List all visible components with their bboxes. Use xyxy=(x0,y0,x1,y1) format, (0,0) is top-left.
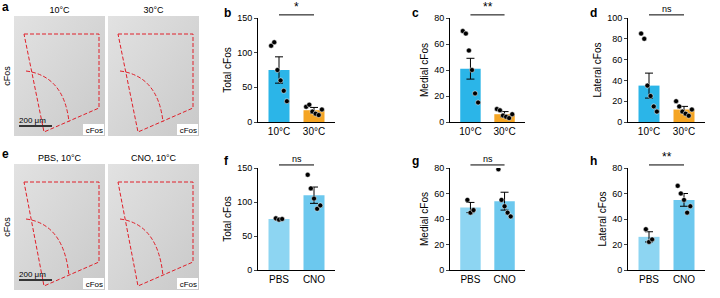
svg-text:40: 40 xyxy=(612,76,622,86)
svg-text:30°C: 30°C xyxy=(143,5,164,15)
svg-text:PBS: PBS xyxy=(460,274,480,285)
svg-text:cFos: cFos xyxy=(86,280,103,289)
svg-text:e: e xyxy=(2,147,9,161)
svg-text:b: b xyxy=(224,6,231,20)
svg-text:Medial cFos: Medial cFos xyxy=(419,192,430,246)
svg-text:0: 0 xyxy=(617,117,622,127)
svg-text:CNO: CNO xyxy=(303,274,325,285)
svg-text:40: 40 xyxy=(434,214,444,224)
svg-text:cFos: cFos xyxy=(180,126,197,135)
svg-text:40: 40 xyxy=(612,214,622,224)
svg-text:0: 0 xyxy=(247,117,252,127)
svg-text:PBS: PBS xyxy=(639,274,659,285)
svg-text:**: ** xyxy=(662,150,672,164)
svg-text:80: 80 xyxy=(434,13,444,23)
svg-text:100: 100 xyxy=(237,48,252,58)
svg-text:30°C: 30°C xyxy=(673,126,695,137)
svg-text:cFos: cFos xyxy=(86,126,103,135)
svg-text:10°C: 10°C xyxy=(49,5,70,15)
svg-text:0: 0 xyxy=(439,117,444,127)
svg-text:f: f xyxy=(224,154,229,168)
svg-text:150: 150 xyxy=(237,13,252,23)
svg-text:cFos: cFos xyxy=(2,217,12,237)
svg-text:0: 0 xyxy=(617,265,622,275)
svg-text:c: c xyxy=(412,6,419,20)
svg-text:CNO: CNO xyxy=(673,274,695,285)
svg-text:60: 60 xyxy=(612,189,622,199)
svg-text:10°C: 10°C xyxy=(268,126,290,137)
svg-text:20: 20 xyxy=(612,96,622,106)
svg-text:CNO, 10°C: CNO, 10°C xyxy=(131,153,177,163)
svg-text:20: 20 xyxy=(434,91,444,101)
svg-text:10°C: 10°C xyxy=(638,126,660,137)
svg-text:80: 80 xyxy=(612,34,622,44)
svg-text:80: 80 xyxy=(434,163,444,173)
svg-text:50: 50 xyxy=(242,82,252,92)
svg-text:200 μm: 200 μm xyxy=(19,116,46,125)
svg-text:30°C: 30°C xyxy=(303,126,325,137)
svg-text:100: 100 xyxy=(607,13,622,23)
svg-text:*: * xyxy=(294,0,299,14)
svg-text:ns: ns xyxy=(292,154,302,164)
svg-text:60: 60 xyxy=(434,189,444,199)
svg-text:150: 150 xyxy=(237,163,252,173)
svg-text:cFos: cFos xyxy=(2,66,12,86)
svg-text:a: a xyxy=(2,0,9,14)
svg-text:CNO: CNO xyxy=(493,274,515,285)
svg-text:ns: ns xyxy=(483,154,493,164)
svg-text:60: 60 xyxy=(612,55,622,65)
svg-text:Lateral cFos: Lateral cFos xyxy=(592,42,603,97)
svg-text:PBS, 10°C: PBS, 10°C xyxy=(38,153,82,163)
svg-text:PBS: PBS xyxy=(269,274,289,285)
svg-text:50: 50 xyxy=(242,231,252,241)
svg-text:ns: ns xyxy=(662,4,672,14)
svg-text:80: 80 xyxy=(612,163,622,173)
svg-text:d: d xyxy=(590,6,597,20)
svg-text:Total cFos: Total cFos xyxy=(222,196,233,242)
svg-text:Total cFos: Total cFos xyxy=(222,47,233,93)
svg-text:Lateral cFos: Lateral cFos xyxy=(597,191,608,246)
svg-text:Medial cFos: Medial cFos xyxy=(419,43,430,97)
svg-text:20: 20 xyxy=(434,240,444,250)
svg-text:40: 40 xyxy=(434,65,444,75)
svg-text:20: 20 xyxy=(612,240,622,250)
svg-text:200 μm: 200 μm xyxy=(19,270,46,279)
svg-text:60: 60 xyxy=(434,39,444,49)
svg-text:10°C: 10°C xyxy=(459,126,481,137)
svg-text:h: h xyxy=(590,154,597,168)
svg-text:100: 100 xyxy=(237,197,252,207)
svg-text:g: g xyxy=(412,154,419,168)
svg-text:0: 0 xyxy=(247,265,252,275)
svg-text:30°C: 30°C xyxy=(493,126,515,137)
svg-text:**: ** xyxy=(483,0,493,14)
svg-text:cFos: cFos xyxy=(180,280,197,289)
svg-text:0: 0 xyxy=(439,265,444,275)
